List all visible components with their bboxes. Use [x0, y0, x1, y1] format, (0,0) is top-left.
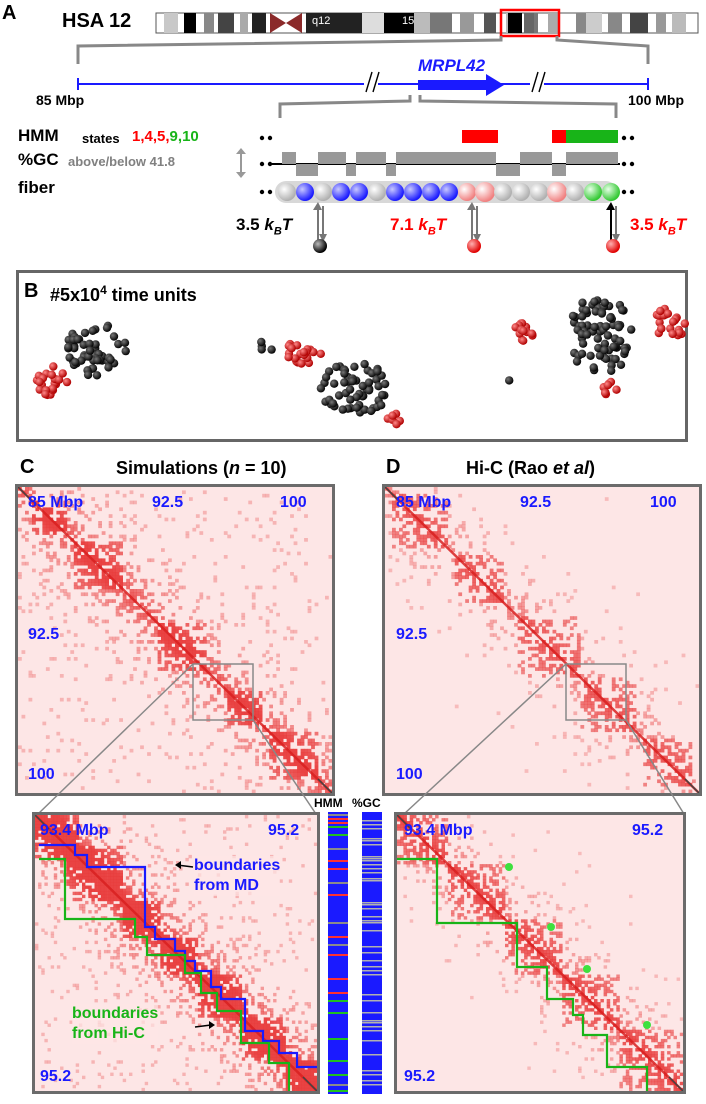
simulation-zoom-map[interactable]	[32, 812, 320, 1094]
gc-row-label: %GC	[18, 150, 59, 169]
kbt-b: B	[667, 225, 676, 238]
energy-mid: 7.1 kBT	[390, 215, 446, 237]
simulation-contact-map[interactable]	[15, 484, 335, 796]
panel-c-letter: C	[20, 456, 35, 478]
zoom-c-top-right: 95.2	[268, 822, 300, 839]
track-hmm-label: HMM	[314, 796, 343, 810]
panel-b-title: #5x104 time units	[50, 283, 197, 306]
polymer-snapshots	[32, 296, 689, 429]
states-list: 1,4,5,9,10	[132, 128, 199, 145]
annot-hic-line1: boundaries	[72, 1005, 159, 1022]
kbt-b: B	[427, 225, 436, 238]
kbt-k: k	[264, 215, 274, 234]
panel-a-letter: A	[2, 2, 17, 24]
kbt-k: k	[418, 215, 428, 234]
title-rest: = 10)	[240, 458, 287, 478]
gc-track	[362, 812, 382, 1094]
panel-b-frame	[16, 270, 688, 442]
annotation-hic: boundaries from Hi-C	[72, 1004, 159, 1044]
chromosome-ideogram	[155, 8, 699, 38]
annot-md-line2: from MD	[194, 877, 259, 894]
axis-right-coord: 100 Mbp	[628, 92, 685, 108]
title-suffix: time units	[106, 285, 197, 305]
map-c-top-mid: 92.5	[152, 494, 184, 511]
gc-threshold: above/below 41.8	[68, 154, 175, 169]
hmm-row-label: HMM	[18, 126, 59, 145]
kbt-t: T	[435, 215, 447, 234]
panel-d-letter: D	[386, 456, 401, 478]
state-4: 4,	[144, 128, 158, 145]
kbt-t: T	[281, 215, 293, 234]
map-d-left-bottom: 100	[396, 766, 423, 783]
kbt-k: k	[658, 215, 668, 234]
map-d-top-right: 100	[650, 494, 677, 511]
hmm-track	[328, 812, 348, 1094]
energy-left: 3.5 kBT	[236, 215, 292, 237]
map-c-top-left: 85 Mbp	[28, 494, 84, 511]
title-etal: et al	[553, 458, 590, 478]
state-10: 10	[182, 128, 199, 145]
state-5: 5,	[157, 128, 170, 145]
panel-c-title: Simulations (n = 10)	[116, 458, 287, 479]
zoom-c-top-left: 93.4 Mbp	[40, 822, 109, 839]
state-1: 1,	[132, 128, 145, 145]
annot-md-line1: boundaries	[194, 857, 281, 874]
map-c-top-right: 100	[280, 494, 307, 511]
gene-label: MRPL42	[418, 56, 486, 75]
kbt-b: B	[273, 225, 282, 238]
states-prefix: states	[82, 131, 120, 146]
track-gc-label: %GC	[352, 796, 381, 810]
hic-contact-map[interactable]	[382, 484, 702, 796]
zoom-c-bottom-left: 95.2	[40, 1068, 72, 1085]
energy-mid-value: 7.1	[390, 215, 414, 234]
zoom-d-bottom-left: 95.2	[404, 1068, 436, 1085]
map-d-top-left: 85 Mbp	[396, 494, 452, 511]
zoom-d-top-right: 95.2	[632, 822, 664, 839]
band-label-q12: q12	[312, 15, 331, 27]
annotation-md: boundaries from MD	[194, 856, 281, 896]
kbt-t: T	[675, 215, 687, 234]
band-label-15: 15	[402, 15, 415, 27]
annot-hic-line2: from Hi-C	[72, 1025, 145, 1042]
state-9: 9,	[169, 128, 183, 145]
energy-left-value: 3.5	[236, 215, 260, 234]
map-c-left-bottom: 100	[28, 766, 55, 783]
zoom-d-top-left: 93.4 Mbp	[404, 822, 473, 839]
panel-d-title: Hi-C (Rao et al)	[466, 458, 595, 479]
panel-a-tracks	[236, 130, 635, 253]
hic-zoom-map[interactable]	[394, 812, 686, 1094]
energy-right: 3.5 kBT	[630, 215, 686, 237]
title-text: Simulations (	[116, 458, 230, 478]
title-n: n	[229, 458, 241, 478]
genomic-axis	[76, 36, 650, 118]
title-text: Hi-C (Rao	[466, 458, 553, 478]
map-d-left-mid: 92.5	[396, 626, 428, 643]
axis-left-coord: 85 Mbp	[36, 92, 85, 108]
title-end: )	[589, 458, 596, 478]
panel-b-letter: B	[24, 280, 39, 302]
title-prefix: #5x10	[50, 285, 101, 305]
map-d-top-mid: 92.5	[520, 494, 552, 511]
chromosome-label: HSA 12	[62, 10, 132, 32]
energy-right-value: 3.5	[630, 215, 654, 234]
title-exponent: 4	[100, 283, 107, 297]
map-c-left-mid: 92.5	[28, 626, 60, 643]
fiber-row-label: fiber	[18, 178, 55, 197]
